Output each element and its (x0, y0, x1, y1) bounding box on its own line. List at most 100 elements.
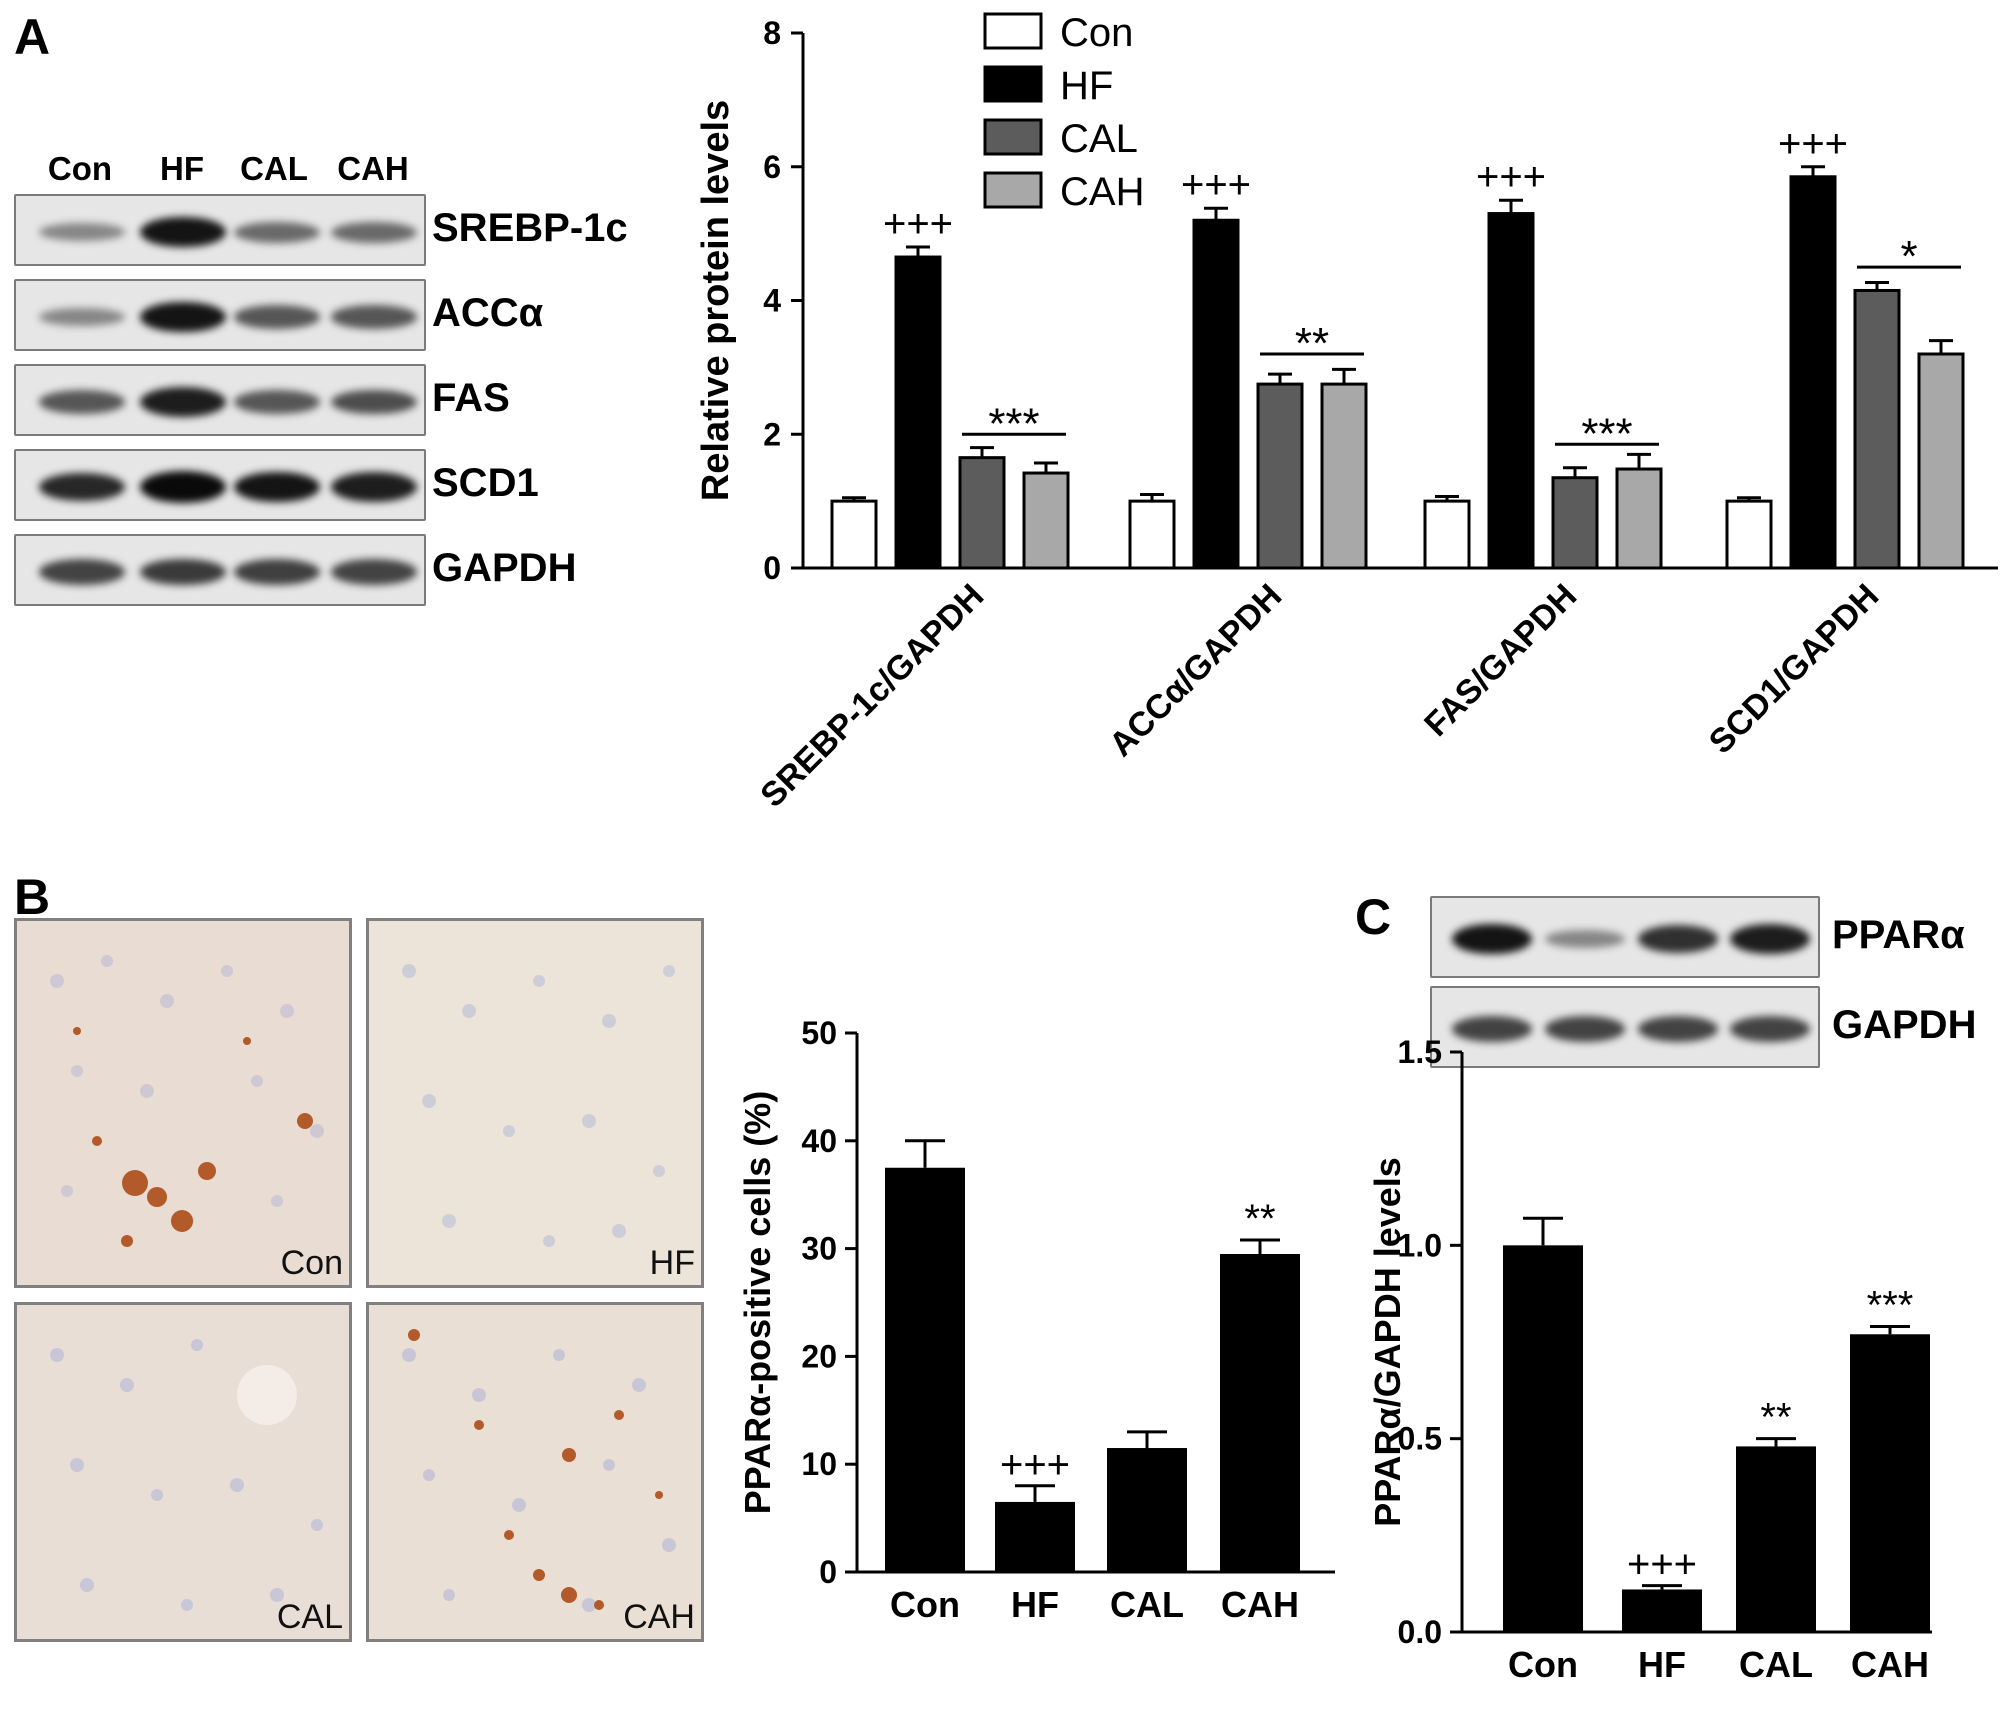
y-axis-label: PPARα-positive cells (%) (737, 1091, 778, 1515)
y-tick-label: 1.0 (1398, 1227, 1442, 1263)
blot-a-lane-label: CAL (240, 150, 308, 187)
panel-letter-b: B (14, 869, 51, 925)
x-category-label: SCD1/GAPDH (1702, 577, 1887, 762)
blot-band (1730, 1016, 1810, 1042)
bar (1789, 175, 1837, 570)
y-tick-label: 1.5 (1398, 1034, 1442, 1070)
blot-band (1452, 1016, 1532, 1042)
bar (1736, 1446, 1816, 1632)
blot-row-label: SREBP-1c (432, 206, 628, 250)
legend-swatch (983, 12, 1043, 50)
bar (958, 456, 1006, 570)
legend-swatch (983, 65, 1043, 103)
bar (1192, 218, 1240, 570)
y-tick-label: 40 (801, 1123, 837, 1159)
blot-band (234, 559, 320, 585)
blot-band (39, 472, 125, 502)
y-tick-label: 0.0 (1398, 1614, 1442, 1650)
legend-swatch (983, 118, 1043, 156)
ihc-texture (50, 1339, 323, 1611)
legend-label: HF (1060, 64, 1113, 108)
blot-band (140, 558, 226, 586)
y-tick-label: 30 (801, 1231, 837, 1267)
x-category-label: SREBP-1c/GAPDH (753, 577, 991, 815)
y-tick-label: 0 (763, 550, 781, 586)
blot-row (14, 364, 426, 436)
ihc-texture (402, 964, 675, 1247)
bar (1220, 1253, 1300, 1572)
bar (1503, 1245, 1583, 1632)
x-category-label: CAL (1110, 1584, 1184, 1625)
bar (1487, 212, 1535, 570)
bar (1615, 467, 1663, 570)
significance-label: +++ (883, 202, 953, 246)
x-category-label: CAH (1221, 1584, 1299, 1625)
y-tick-label: 2 (763, 416, 781, 452)
blot-a-lane-label: CAH (337, 150, 409, 187)
y-tick-label: 8 (763, 15, 781, 51)
bar (885, 1167, 965, 1572)
significance-label: *** (988, 399, 1039, 448)
legend-swatch (983, 171, 1043, 209)
blot-band (331, 221, 417, 243)
blot-band (1545, 930, 1625, 948)
ihc-image-con: Con (14, 918, 352, 1288)
blot-row-label: GAPDH (432, 546, 577, 590)
chart-a: 0 2 4 6 8 Relative protein levels SREBP-1c/GAP… (695, 11, 1998, 815)
bar (1022, 471, 1070, 570)
bar (1320, 382, 1368, 570)
blot-a-lane-label: HF (160, 150, 204, 187)
blot-band (1730, 924, 1810, 954)
significance-label: ** (1244, 1197, 1275, 1241)
chart-b: 0 10 20 30 40 50 PPARα-positive cells (%) Con HF… (737, 1015, 1335, 1625)
ihc-texture (402, 1329, 676, 1612)
bar (995, 1501, 1075, 1572)
y-tick-label: 20 (801, 1338, 837, 1374)
blot-row (14, 194, 426, 266)
bar (1853, 288, 1901, 570)
blot-band (234, 305, 320, 329)
blot-band (140, 471, 226, 503)
blot-band (1545, 1016, 1625, 1042)
bar (830, 499, 878, 570)
blot-row (14, 449, 426, 521)
blot-a-lane-label: Con (47, 150, 113, 187)
blot-band (39, 559, 125, 585)
blot-band (140, 216, 226, 248)
bar (1256, 382, 1304, 570)
significance-label: *** (1867, 1284, 1914, 1328)
significance-label: ** (1295, 319, 1329, 368)
bar (1128, 499, 1176, 570)
significance-label: +++ (1627, 1543, 1697, 1587)
blot-row-label: PPARα (1832, 913, 1965, 957)
blot-band (39, 390, 125, 414)
blot-row (1430, 986, 1820, 1068)
legend-label: Con (1060, 11, 1133, 55)
x-category-label: CAL (1739, 1644, 1813, 1685)
y-tick-label: 4 (763, 283, 781, 319)
bar (1622, 1589, 1702, 1632)
ihc-label: CAH (623, 1598, 695, 1636)
blot-row-label: ACCα (432, 291, 544, 335)
bar (1107, 1448, 1187, 1572)
x-category-label: FAS/GAPDH (1417, 577, 1584, 744)
bar (1551, 476, 1599, 570)
bar (1423, 499, 1471, 570)
chart-c: 0.0 0.5 1.0 1.5 PPARα/GAPDH levels Con HF +++ CA… (1367, 1034, 1932, 1685)
blot-band (331, 305, 417, 329)
y-tick-label: 6 (763, 149, 781, 185)
blot-band (39, 308, 125, 326)
blot-band (331, 559, 417, 585)
legend-label: CAH (1060, 170, 1144, 214)
blot-row-label: FAS (432, 376, 510, 420)
y-axis-label: PPARα/GAPDH levels (1367, 1157, 1408, 1527)
bar (894, 255, 942, 570)
blot-band (1638, 1016, 1718, 1042)
bar (1850, 1334, 1930, 1632)
y-tick-label: 0.5 (1398, 1421, 1442, 1457)
blot-band (234, 471, 320, 503)
blot-row (14, 279, 426, 351)
y-tick-label: 50 (801, 1015, 837, 1051)
ihc-texture (50, 955, 324, 1247)
blot-row-label: GAPDH (1832, 1003, 1977, 1047)
